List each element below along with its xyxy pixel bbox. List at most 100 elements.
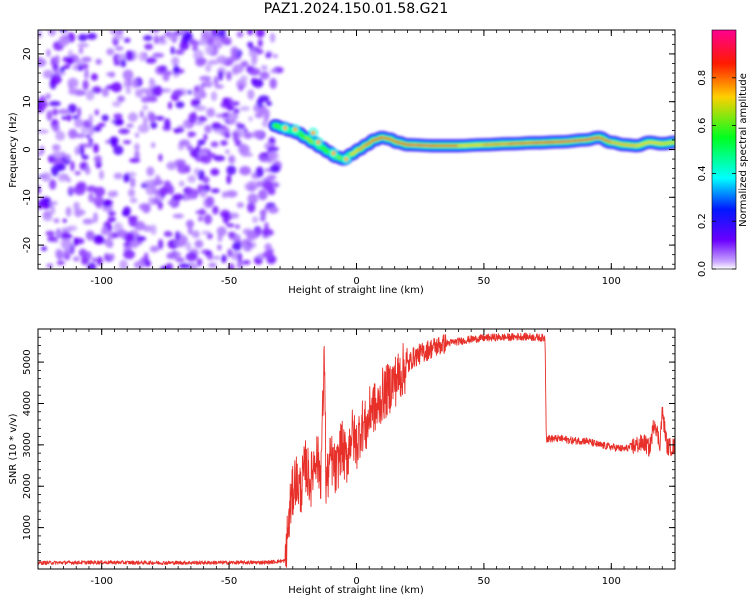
noise-blob — [253, 104, 260, 113]
noise-blob — [141, 96, 151, 103]
noise-blob — [265, 52, 272, 59]
y-tick-label: 1000 — [22, 515, 33, 540]
noise-blob — [239, 105, 250, 112]
y-tick-label: 10 — [22, 95, 33, 108]
colorbar-tick-label: 0.2 — [697, 213, 708, 229]
noise-blob — [270, 68, 277, 74]
noise-blob — [200, 155, 212, 164]
noise-blob — [43, 216, 53, 221]
noise-blob — [227, 57, 237, 62]
noise-blob — [203, 214, 213, 225]
noise-blob — [191, 230, 200, 239]
colorbar-gradient — [712, 30, 736, 269]
noise-blob — [201, 230, 211, 235]
x-tick-label: -50 — [221, 576, 237, 587]
noise-blob — [200, 82, 206, 88]
noise-blob — [77, 43, 89, 48]
noise-blob — [49, 179, 57, 190]
noise-blob — [167, 184, 175, 195]
noise-blob — [188, 112, 198, 124]
noise-blob — [193, 85, 200, 92]
noise-blob — [252, 216, 259, 224]
noise-blob — [218, 30, 226, 38]
noise-blob — [142, 225, 153, 232]
noise-blob — [239, 166, 252, 176]
noise-blob — [247, 41, 254, 48]
noise-blob — [137, 124, 150, 134]
noise-blob — [195, 209, 207, 215]
noise-blob — [138, 203, 151, 211]
noise-blob — [205, 63, 212, 73]
noise-blob — [240, 60, 249, 68]
noise-blob — [91, 125, 102, 132]
noise-blob — [158, 65, 166, 73]
noise-blob — [148, 96, 158, 103]
noise-blob — [238, 84, 244, 92]
noise-blob — [198, 91, 207, 99]
noise-blob — [123, 173, 131, 183]
noise-blob — [81, 154, 89, 160]
ridge-segment — [661, 141, 675, 145]
colorbar-ticks: 0.0 0.2 0.4 0.6 0.8 — [697, 70, 736, 277]
noise-blob — [119, 259, 128, 269]
noise-blob — [115, 46, 124, 51]
noise-blob — [226, 165, 237, 176]
noise-blob — [122, 69, 134, 81]
noise-blob — [185, 219, 195, 228]
noise-blob — [213, 35, 221, 43]
noise-blob — [92, 257, 97, 263]
noise-blob — [117, 229, 128, 238]
colorbar-tick-label: 0.6 — [697, 118, 708, 134]
noise-blob — [107, 210, 116, 217]
noise-blob — [134, 132, 140, 138]
noise-blob — [208, 262, 217, 268]
noise-blob — [123, 140, 132, 145]
noise-blob — [206, 150, 212, 156]
noise-blob — [207, 254, 214, 261]
noise-blob — [61, 115, 68, 120]
noise-blob — [78, 33, 88, 42]
noise-blob — [175, 101, 185, 109]
noise-blob — [88, 192, 94, 203]
noise-blob — [151, 142, 156, 149]
noise-blob — [241, 152, 253, 157]
noise-blob — [247, 193, 259, 205]
noise-blob — [227, 248, 233, 258]
noise-blob — [199, 190, 208, 198]
noise-blob — [216, 55, 228, 65]
noise-blob — [136, 236, 147, 242]
noise-blob — [219, 36, 232, 44]
y-tick-label: 5000 — [22, 349, 33, 374]
noise-blob — [251, 56, 257, 66]
noise-blob — [260, 212, 266, 221]
noise-blob — [49, 201, 58, 206]
noise-blob — [123, 206, 131, 216]
noise-blob — [94, 109, 100, 116]
noise-blob — [258, 189, 268, 201]
noise-blob — [65, 206, 72, 217]
noise-blob — [74, 146, 80, 156]
noise-blob — [91, 86, 102, 94]
noise-blob — [48, 100, 61, 107]
noise-blob — [104, 238, 112, 247]
noise-blob — [158, 153, 163, 162]
noise-blob — [129, 158, 141, 163]
noise-blob — [267, 151, 279, 161]
noise-blob — [112, 101, 122, 107]
noise-blob — [217, 244, 222, 251]
noise-blob — [135, 88, 144, 98]
noise-blob — [269, 164, 281, 173]
noise-blob — [77, 107, 82, 118]
noise-blob — [232, 131, 239, 143]
noise-blob — [47, 235, 57, 242]
noise-blob — [96, 256, 103, 266]
noise-blob — [206, 107, 216, 118]
noise-blob — [106, 48, 115, 56]
noise-blob — [189, 148, 201, 158]
colorbar: 0.0 0.2 0.4 0.6 0.8 Normalized spectral ampl… — [697, 29, 749, 277]
noise-blob — [187, 89, 192, 95]
noise-blob — [207, 59, 219, 65]
noise-blob — [222, 213, 230, 224]
ridge-segment — [610, 141, 625, 146]
ridge-segment — [381, 136, 391, 140]
